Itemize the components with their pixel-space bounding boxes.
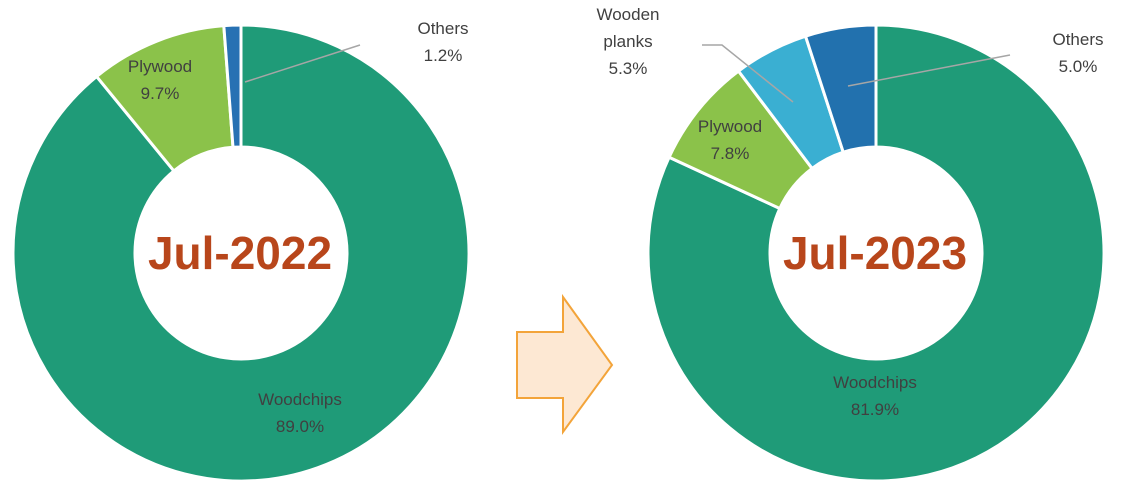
leader-line — [847, 54, 1011, 87]
category-label: Others — [417, 19, 468, 38]
category-label: Plywood — [698, 117, 762, 136]
category-label: Wooden planks — [596, 5, 659, 51]
arrow — [516, 293, 614, 436]
category-label: Others — [1052, 30, 1103, 49]
value-label: 5.0% — [1059, 57, 1098, 76]
donut-slice — [222, 23, 243, 149]
value-label: 81.9% — [851, 400, 899, 419]
category-label: Plywood — [128, 57, 192, 76]
donut-slice — [803, 23, 878, 155]
chart-title: Jul-2022 — [148, 227, 332, 279]
donut-slice — [11, 23, 471, 482]
leader-line — [244, 44, 361, 83]
category-label: Woodchips — [258, 390, 342, 409]
leader-line — [702, 44, 794, 103]
value-label: 7.8% — [711, 144, 750, 163]
value-label: 89.0% — [276, 417, 324, 436]
value-label: 1.2% — [424, 46, 463, 65]
chart-title: Jul-2023 — [783, 227, 967, 279]
category-label: Woodchips — [833, 373, 917, 392]
value-label: 5.3% — [609, 59, 648, 78]
donut-slice — [646, 23, 1106, 482]
value-label: 9.7% — [141, 84, 180, 103]
